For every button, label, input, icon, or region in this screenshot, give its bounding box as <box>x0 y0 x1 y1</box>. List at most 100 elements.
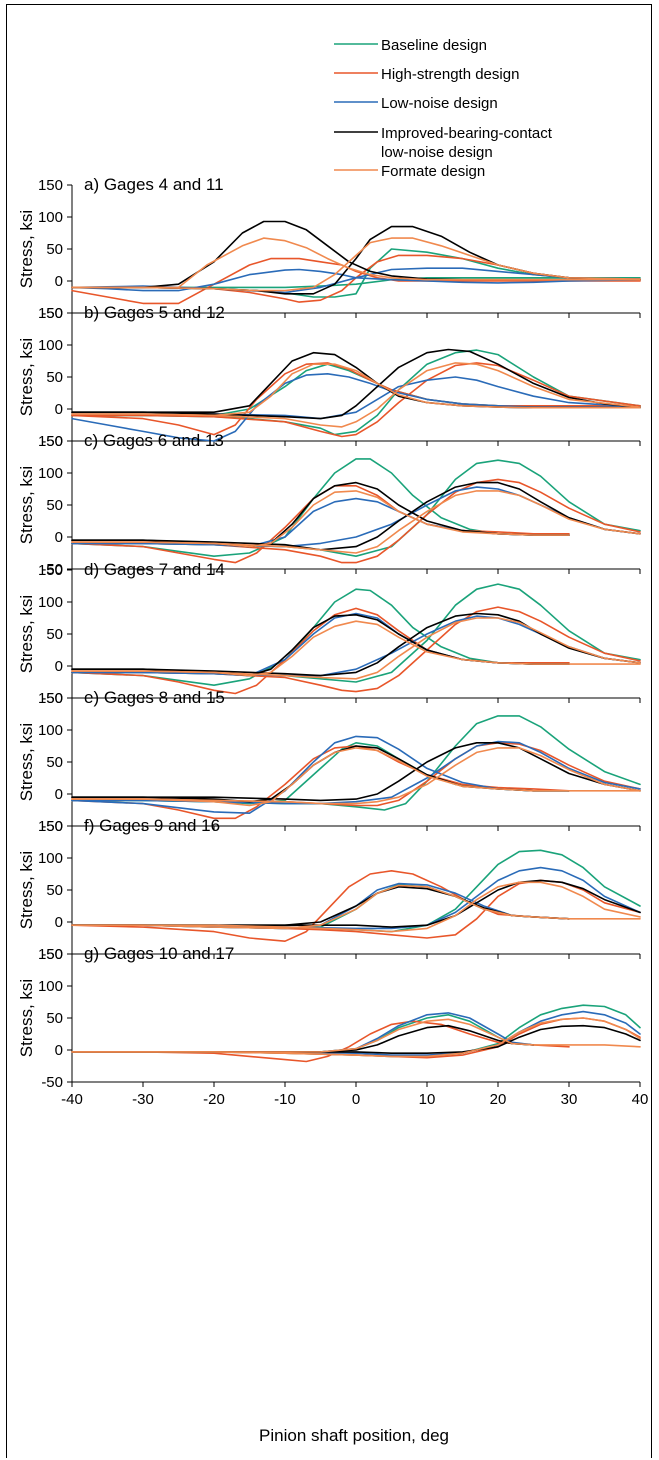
y-axis-label: Stress, ksi <box>17 338 36 416</box>
y-tick-label: 50 <box>46 369 63 386</box>
x-tick-label: 30 <box>561 1091 578 1108</box>
series-line-4 <box>71 612 570 677</box>
series-line-4 <box>71 735 570 815</box>
y-axis-label: Stress, ksi <box>17 723 36 801</box>
y-tick-label: -50 <box>41 818 63 835</box>
y-tick-label: 150 <box>38 177 63 194</box>
panel-title: b) Gages 5 and 12 <box>84 303 225 322</box>
y-tick-label: 50 <box>46 882 63 899</box>
series-line-2 <box>71 745 570 820</box>
series-line-0 <box>71 588 570 687</box>
series-line-7 <box>71 879 641 928</box>
x-tick-label: 40 <box>632 1091 649 1108</box>
panel-title: f) Gages 9 and 16 <box>84 816 220 835</box>
y-tick-label: 0 <box>55 401 63 418</box>
series-line-0 <box>71 741 570 805</box>
y-tick-label: 150 <box>38 433 63 450</box>
series-line-4 <box>71 268 641 292</box>
series-line-2 <box>71 869 570 943</box>
series-line-2 <box>71 607 570 695</box>
legend-label-1: High-strength design <box>381 66 519 83</box>
series-line-7 <box>71 612 641 677</box>
y-tick-label: 100 <box>38 337 63 354</box>
panel-title: a) Gages 4 and 11 <box>84 175 224 194</box>
panel-0: 150 100 50 0 -50 Stress, ksi a) Gages 4 and 11 <box>17 175 641 322</box>
y-tick-label: 50 <box>46 626 63 643</box>
y-axis-label: Stress, ksi <box>17 210 36 288</box>
series-line-5 <box>71 486 641 548</box>
y-tick-label: 0 <box>55 658 63 675</box>
panel-title: g) Gages 10 and 17 <box>84 944 234 963</box>
series-line-8 <box>71 237 641 289</box>
x-tick-label: 0 <box>352 1091 360 1108</box>
y-tick-label: 50 <box>46 497 63 514</box>
series-line-7 <box>71 348 641 420</box>
series-line-9 <box>71 747 641 805</box>
panel-title: d) Gages 7 and 14 <box>84 560 225 579</box>
panel-4: 150 100 50 0 -50 Stress, ksi e) Gages 8 and 15 <box>17 688 641 835</box>
series-line-5 <box>71 866 641 930</box>
series-line-8 <box>71 363 641 417</box>
y-tick-label: 100 <box>38 978 63 995</box>
y-tick-label: 150 <box>38 562 63 579</box>
series-line-6 <box>71 613 570 677</box>
series-line-9 <box>71 237 641 292</box>
y-axis-label: Stress, ksi <box>17 595 36 673</box>
y-tick-label: 100 <box>38 722 63 739</box>
panel-5: 150 100 50 0 -50 Stress, ksi f) Gages 9 and 16 <box>17 816 641 963</box>
series-line-1 <box>71 583 641 683</box>
y-axis-label: Stress, ksi <box>17 979 36 1057</box>
x-tick-label: -10 <box>274 1091 296 1108</box>
x-tick-label: -30 <box>132 1091 154 1108</box>
legend-label-3: Improved-bearing-contact <box>381 125 553 142</box>
y-axis-label: Stress, ksi <box>17 466 36 544</box>
y-tick-label: 0 <box>55 1042 63 1059</box>
panel-3: 150 100 50 0 -50 Stress, ksi d) Gages 7 and 14 <box>17 560 641 707</box>
y-tick-label: 150 <box>38 305 63 322</box>
series-line-5 <box>71 740 641 805</box>
panel-2: 150 100 50 0 -50 Stress, ksi c) Gages 6 and 13 <box>17 431 641 578</box>
series-line-8 <box>71 1018 641 1053</box>
series-line-3 <box>71 362 641 438</box>
y-tick-label: 100 <box>38 465 63 482</box>
legend-label-2: Low-noise design <box>381 95 498 112</box>
y-tick-label: 50 <box>46 754 63 771</box>
series-line-6 <box>71 481 570 548</box>
series-line-2 <box>71 362 641 436</box>
series-line-1 <box>71 849 641 933</box>
y-tick-label: -50 <box>41 1074 63 1091</box>
y-tick-label: -50 <box>41 946 63 963</box>
y-tick-label: 100 <box>38 209 63 226</box>
legend-label-3-line2: low-noise design <box>381 144 493 161</box>
y-tick-label: 0 <box>55 273 63 290</box>
y-tick-label: 100 <box>38 594 63 611</box>
series-line-3 <box>71 606 641 693</box>
y-tick-label: -50 <box>41 305 63 322</box>
y-tick-label: 150 <box>38 690 63 707</box>
y-tick-label: -50 <box>41 433 63 450</box>
series-line-3 <box>71 741 641 807</box>
series-line-3 <box>71 478 641 564</box>
panel-title: c) Gages 6 and 13 <box>84 431 224 450</box>
series-line-7 <box>71 741 641 802</box>
series-line-3 <box>71 254 641 303</box>
y-tick-label: 50 <box>46 1010 63 1027</box>
series-line-2 <box>71 484 570 564</box>
x-tick-label: 20 <box>490 1091 507 1108</box>
series-line-2 <box>71 1020 570 1063</box>
series-line-6 <box>71 1024 535 1053</box>
y-tick-label: 0 <box>55 529 63 546</box>
legend-label-0: Baseline design <box>381 37 487 54</box>
y-tick-label: 150 <box>38 818 63 835</box>
y-tick-label: -50 <box>41 690 63 707</box>
series-line-9 <box>71 1017 641 1058</box>
y-tick-label: 0 <box>55 914 63 931</box>
y-tick-label: 150 <box>38 946 63 963</box>
y-axis-label: Stress, ksi <box>17 851 36 929</box>
chart-panels: 150 100 50 0 -50 Stress, ksi a) Gages 4 and 11… <box>17 175 648 1108</box>
x-axis-label: Pinion shaft position, deg <box>259 1426 449 1445</box>
y-tick-label: 100 <box>38 850 63 867</box>
legend-label-4: Formate design <box>381 163 485 180</box>
series-line-6 <box>71 351 641 414</box>
